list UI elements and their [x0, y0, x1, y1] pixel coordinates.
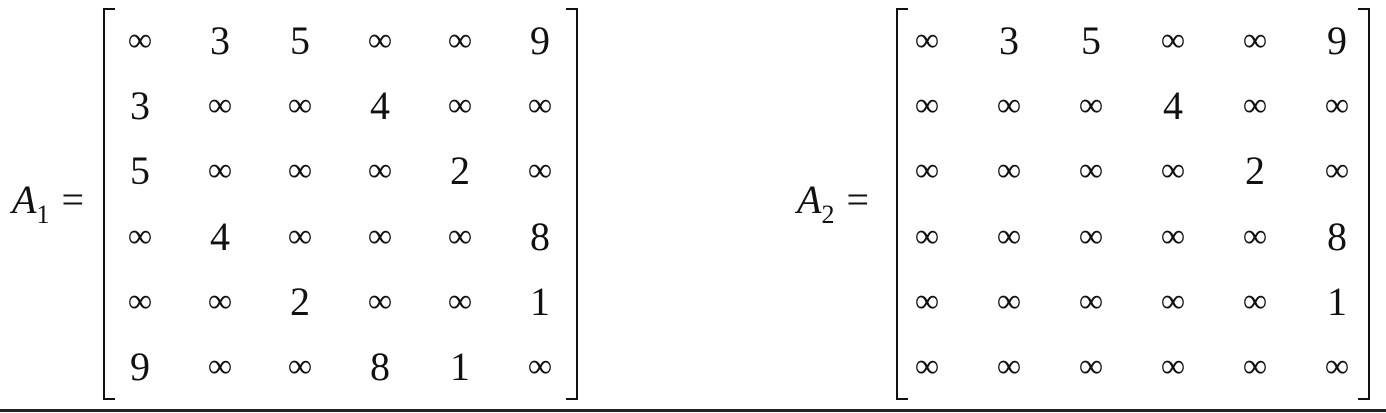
left-bracket [896, 8, 908, 400]
matrix-cell: ∞ [1242, 348, 1268, 386]
matrix-cell: ∞ [367, 217, 393, 255]
matrix-cell: ∞ [914, 86, 940, 124]
matrix-cell: ∞ [914, 21, 940, 59]
matrix-cell: 5 [290, 17, 310, 63]
matrix-cell: ∞ [1078, 152, 1104, 190]
matrix-cell: ∞ [1160, 21, 1186, 59]
matrix-cell: ∞ [1160, 152, 1186, 190]
matrix-cell: ∞ [207, 348, 233, 386]
matrix-cell: ∞ [1160, 217, 1186, 255]
matrix-cell: ∞ [1078, 348, 1104, 386]
matrix-cell: 3 [130, 82, 150, 128]
matrix-cell: ∞ [287, 217, 313, 255]
matrix-cell: ∞ [996, 152, 1022, 190]
matrix-cell: ∞ [1324, 86, 1350, 124]
matrix-cell: ∞ [287, 348, 313, 386]
matrix-cell: 4 [370, 82, 390, 128]
matrix-cell: 4 [210, 213, 230, 259]
matrix-cell: 3 [210, 17, 230, 63]
matrix-cell: 9 [130, 344, 150, 390]
matrix-cell: ∞ [1242, 86, 1268, 124]
matrix-cell: ∞ [527, 86, 553, 124]
matrix-cell: 8 [530, 213, 550, 259]
matrix-cell: ∞ [996, 282, 1022, 320]
matrix-cell: ∞ [207, 282, 233, 320]
matrix-cell: ∞ [1078, 217, 1104, 255]
matrix-variable: A [797, 177, 822, 222]
matrix-cell: ∞ [127, 217, 153, 255]
matrix-subscript: 1 [36, 200, 50, 229]
matrix-cell: 5 [130, 148, 150, 194]
matrix-cell: ∞ [1078, 282, 1104, 320]
matrix-cell: ∞ [914, 217, 940, 255]
matrix-cell: 9 [530, 17, 550, 63]
matrix-cell: 2 [290, 278, 310, 324]
matrix-cell: ∞ [914, 348, 940, 386]
matrix-cell: 5 [1081, 17, 1101, 63]
matrix-cell: ∞ [996, 86, 1022, 124]
matrix-cell: 9 [1327, 17, 1347, 63]
matrix-equation-2: A2 = ∞ 3 5 ∞ ∞ 9 ∞ ∞ ∞ 4 ∞ ∞ ∞ ∞ ∞ ∞ 2 ∞ ∞ ∞ ∞ ∞ ∞ 8 ∞ ∞ ∞ ∞ ∞ 1 ∞ ∞ ∞ ∞ ∞ ∞ [780, 0, 1386, 413]
equals-sign: = [846, 177, 869, 222]
bottom-rule [0, 409, 1386, 412]
matrix-cell: ∞ [447, 217, 473, 255]
matrix-cell: 1 [1327, 278, 1347, 324]
matrix-cell: 8 [370, 344, 390, 390]
matrix-grid: ∞ 3 5 ∞ ∞ 9 ∞ ∞ ∞ 4 ∞ ∞ ∞ ∞ ∞ ∞ 2 ∞ ∞ ∞ ∞ ∞ ∞ 8 ∞ ∞ ∞ ∞ ∞ 1 ∞ ∞ ∞ ∞ ∞ ∞ [886, 8, 1378, 400]
right-bracket [566, 8, 578, 400]
matrix-grid: ∞ 3 5 ∞ ∞ 9 3 ∞ ∞ 4 ∞ ∞ 5 ∞ ∞ ∞ 2 ∞ ∞ 4 ∞ ∞ ∞ 8 ∞ ∞ 2 ∞ ∞ 1 9 ∞ ∞ 8 1 ∞ [100, 8, 580, 400]
matrix-cell: ∞ [527, 152, 553, 190]
matrix-equation-1: A1 = ∞ 3 5 ∞ ∞ 9 3 ∞ ∞ 4 ∞ ∞ 5 ∞ ∞ ∞ 2 ∞ ∞ 4 ∞ ∞ ∞ 8 ∞ ∞ 2 ∞ ∞ 1 9 ∞ ∞ 8 1 ∞ [0, 0, 600, 413]
matrix-cell: ∞ [367, 282, 393, 320]
matrix-subscript: 2 [821, 200, 835, 229]
matrix-cell: ∞ [1324, 348, 1350, 386]
matrix-cell: 1 [530, 278, 550, 324]
matrix-variable: A [12, 177, 37, 222]
matrix-cell: ∞ [287, 86, 313, 124]
matrix-cell: 8 [1327, 213, 1347, 259]
matrix-cell: 2 [450, 148, 470, 194]
matrix-cell: ∞ [914, 152, 940, 190]
matrix-cell: ∞ [447, 282, 473, 320]
matrix-cell: ∞ [447, 21, 473, 59]
left-bracket [103, 8, 115, 400]
equals-sign: = [61, 177, 84, 222]
matrix-cell: ∞ [996, 348, 1022, 386]
matrix-cell: ∞ [1242, 217, 1268, 255]
right-bracket [1358, 8, 1370, 400]
matrix-cell: ∞ [1160, 282, 1186, 320]
matrix-cell: ∞ [914, 282, 940, 320]
matrix-cell: ∞ [1242, 21, 1268, 59]
matrix-cell: ∞ [367, 21, 393, 59]
matrix-label: A2 = [797, 177, 869, 230]
matrix-cell: ∞ [996, 217, 1022, 255]
matrix-cell: ∞ [207, 86, 233, 124]
matrix-cell: 1 [450, 344, 470, 390]
matrix-cell: ∞ [1078, 86, 1104, 124]
matrix-cell: ∞ [127, 21, 153, 59]
matrix-cell: ∞ [127, 282, 153, 320]
matrix-label: A1 = [12, 177, 84, 230]
matrix-cell: 2 [1245, 148, 1265, 194]
matrix-cell: 4 [1163, 82, 1183, 128]
matrix-cell: ∞ [527, 348, 553, 386]
matrix-cell: ∞ [1160, 348, 1186, 386]
matrix-cell: ∞ [207, 152, 233, 190]
matrix-cell: ∞ [367, 152, 393, 190]
matrix-cell: ∞ [1242, 282, 1268, 320]
matrix-cell: ∞ [447, 86, 473, 124]
matrix-cell: ∞ [287, 152, 313, 190]
matrix-cell: ∞ [1324, 152, 1350, 190]
matrix-cell: 3 [999, 17, 1019, 63]
